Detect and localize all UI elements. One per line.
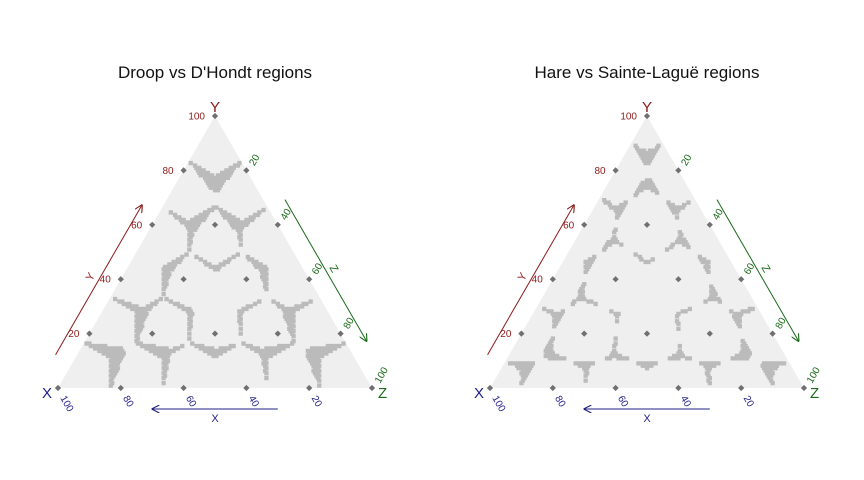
z-tick-label: 40 (279, 207, 294, 223)
vertex-label-x: X (474, 385, 484, 402)
y-tick-label: 80 (162, 166, 174, 177)
x-tick-label: 60 (183, 394, 198, 410)
z-axis-label: Z (326, 263, 340, 275)
y-axis-arrow (55, 205, 142, 355)
y-tick-label: 40 (100, 275, 112, 286)
x-tick-label: 80 (120, 394, 135, 410)
x-tick-label: 60 (615, 394, 630, 410)
z-tick-label: 20 (247, 152, 262, 168)
x-axis-label: X (643, 413, 651, 425)
z-axis-arrow (284, 199, 367, 341)
z-tick-label: 80 (342, 316, 357, 332)
grid-point (211, 221, 219, 228)
grid-point (149, 221, 156, 228)
z-axis-arrow (716, 199, 799, 341)
y-tick-label: 20 (500, 329, 512, 340)
y-tick-label: 40 (532, 275, 544, 286)
difference-regions (84, 160, 346, 388)
vertex-label-z: Z (378, 385, 387, 402)
vertex-label-x: X (42, 385, 52, 402)
z-tick-label: 20 (679, 152, 694, 168)
panel-hare-sainte-lague: Hare vs Sainte-Laguë regions 20 40 60 80 100 2… (474, 63, 823, 425)
x-tick-label: 80 (552, 394, 567, 410)
x-axis-label: X (211, 413, 219, 425)
z-axis-label: Z (758, 263, 772, 275)
z-tick-label: 60 (742, 261, 757, 277)
y-tick-label: 60 (563, 220, 575, 231)
x-tick-label: 20 (741, 394, 756, 410)
ternary-triangle (490, 116, 804, 388)
y-tick-label: 100 (620, 112, 637, 123)
panel-droop-dhondt: Droop vs D'Hondt regions 20 40 60 80 100 20 40 6… (42, 63, 391, 425)
grid-point (274, 330, 281, 337)
y-axis-arrow (487, 205, 574, 355)
x-tick-label: 20 (309, 394, 324, 410)
y-axis-label: Y (516, 270, 530, 283)
grid-point (337, 330, 344, 337)
grid-point (243, 167, 250, 174)
z-tick-label: 60 (310, 261, 325, 277)
y-axis-label: Y (84, 270, 98, 283)
grid-point (306, 276, 313, 283)
chart-title: Hare vs Sainte-Laguë regions (535, 63, 760, 82)
vertex-label-y: Y (642, 99, 652, 116)
z-tick-label: 40 (711, 207, 726, 223)
vertex-label-z: Z (810, 385, 819, 402)
y-tick-label: 80 (594, 166, 606, 177)
grid-point (180, 276, 187, 283)
chart-title: Droop vs D'Hondt regions (118, 63, 312, 82)
x-tick-label: 100 (57, 394, 75, 414)
y-tick-label: 20 (68, 329, 80, 340)
region-cells (84, 160, 346, 388)
x-tick-label: 100 (489, 394, 507, 414)
grid-point (306, 384, 313, 392)
z-tick-label: 100 (805, 365, 823, 385)
z-tick-label: 80 (774, 316, 789, 332)
grid-point (180, 384, 187, 392)
y-tick-label: 100 (188, 112, 205, 123)
x-tick-label: 40 (678, 394, 693, 410)
y-tick-label: 60 (131, 220, 143, 231)
x-tick-label: 40 (246, 394, 261, 410)
grid-point (486, 384, 494, 392)
grid-point (368, 384, 376, 392)
z-tick-label: 100 (373, 365, 391, 385)
grid-point (211, 112, 219, 120)
vertex-label-y: Y (210, 99, 220, 116)
